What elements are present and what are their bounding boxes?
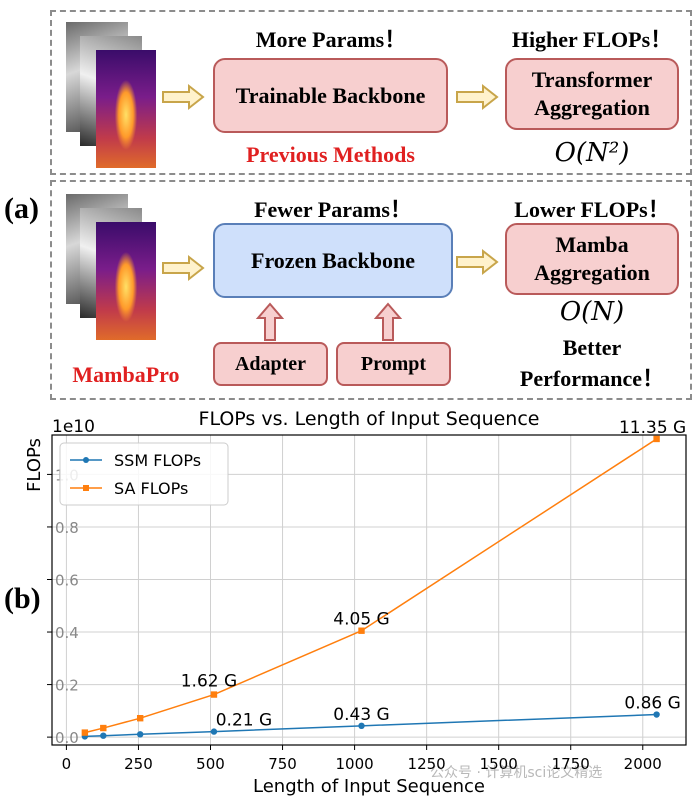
x-tick-label: 750: [268, 755, 297, 773]
data-label: 0.86 G: [624, 694, 680, 714]
data-label: 0.21 G: [216, 711, 272, 731]
data-point-sa: [100, 724, 107, 732]
x-tick-label: 2000: [624, 755, 662, 773]
right-arrow-icon: [162, 85, 204, 109]
y-tick-label: 0.6: [55, 571, 79, 589]
y-axis-label: FLOPs: [24, 438, 45, 492]
legend-ssm-label: SSM FLOPs: [114, 451, 201, 470]
rgb-thermal-image-stack-bottom: [66, 194, 158, 342]
rgb-thermal-image-stack-top: [66, 22, 158, 170]
data-point-sa: [653, 435, 660, 443]
frozen-backbone-label: Frozen Backbone: [251, 247, 415, 273]
flops-line-chart: FLOPs vs. Length of Input Sequence 1e10 …: [24, 408, 687, 797]
data-label: 4.05 G: [333, 610, 389, 630]
up-arrow-icon: [373, 302, 403, 341]
scale-label: 1e10: [52, 417, 95, 437]
previous-methods-panel: [50, 10, 692, 175]
mamba-label: Mamba: [555, 232, 629, 257]
data-point-ssm: [210, 728, 218, 735]
performance-text: Performance！: [519, 366, 665, 391]
data-point-sa: [81, 729, 89, 736]
quadratic-complexity: O(N²): [554, 138, 630, 168]
thermal-image-front: [96, 50, 156, 168]
trainable-backbone-label: Trainable Backbone: [235, 82, 426, 108]
mambapro-label: MambaPro: [72, 362, 180, 387]
better-text: Better: [562, 335, 622, 360]
y-tick-label: 0.8: [55, 519, 79, 537]
legend-ssm-marker: [83, 457, 89, 463]
lower-flops-note: Lower FLOPs！: [514, 197, 670, 222]
mamba-aggregation-block: Mamba Aggregation: [505, 223, 679, 295]
data-point-ssm: [653, 711, 660, 718]
x-tick-label: 1750: [552, 755, 590, 773]
legend-box: [59, 442, 229, 506]
more-params-note: More Params！: [255, 27, 407, 52]
x-tick-label: 0: [62, 755, 72, 773]
data-label: 0.43 G: [333, 705, 389, 725]
transformer-aggregation-block: Transformer Aggregation: [505, 58, 679, 130]
y-tick-label: 0.4: [55, 624, 79, 642]
better-performance-label: Better Performance！: [500, 332, 684, 394]
panel-b-label: (b): [4, 582, 41, 615]
x-tick-label: 1500: [480, 755, 518, 773]
x-tick-label: 500: [196, 755, 225, 773]
x-tick-label: 1250: [408, 755, 446, 773]
frozen-backbone-block: Frozen Backbone: [213, 223, 453, 298]
mambapro-panel: [50, 180, 692, 400]
y-tick-label: 0.2: [55, 677, 79, 695]
adapter-label: Adapter: [234, 352, 307, 375]
trainable-backbone-block: Trainable Backbone: [213, 58, 448, 133]
transformer-label: Transformer: [531, 67, 653, 92]
previous-methods-label: Previous Methods: [246, 142, 415, 167]
data-point-ssm: [358, 722, 365, 730]
x-tick-label: 1000: [335, 755, 373, 773]
arrow-icons: [162, 85, 498, 341]
data-point-sa: [210, 691, 218, 698]
legend-sa-label: SA FLOPs: [114, 479, 188, 498]
fewer-params-note: Fewer Params！: [254, 197, 412, 222]
right-arrow-icon: [162, 256, 204, 280]
up-arrow-icon: [255, 302, 285, 341]
x-axis-label: Length of Input Sequence: [253, 776, 485, 797]
aggregation-label: Aggregation: [534, 95, 650, 120]
data-label: 1.62 G: [181, 672, 237, 692]
right-arrow-icon: [456, 85, 498, 109]
adapter-block: Adapter: [213, 342, 328, 386]
y-tick-label: 0.0: [55, 729, 79, 747]
data-label: 11.35 G: [619, 418, 686, 438]
panel-a-label: (a): [4, 192, 39, 225]
higher-flops-note: Higher FLOPs！: [511, 27, 673, 52]
prompt-label: Prompt: [360, 352, 427, 375]
aggregation-label: Aggregation: [534, 260, 650, 285]
linear-complexity: O(N): [559, 297, 625, 327]
watermark: 公众号 · 计算机sci论文精选: [430, 765, 603, 781]
legend-sa-marker: [83, 485, 89, 491]
chart-title: FLOPs vs. Length of Input Sequence: [199, 408, 540, 430]
data-point-sa: [136, 715, 144, 722]
prompt-block: Prompt: [336, 342, 451, 386]
right-arrow-icon: [456, 250, 498, 274]
thermal-image-front: [96, 222, 156, 340]
plot-frame: [51, 434, 687, 746]
legend: SSM FLOPs SA FLOPs: [59, 442, 229, 506]
data-point-ssm: [100, 732, 107, 739]
data-point-sa: [358, 627, 365, 634]
x-tick-label: 250: [124, 755, 153, 773]
data-point-ssm: [136, 731, 144, 738]
